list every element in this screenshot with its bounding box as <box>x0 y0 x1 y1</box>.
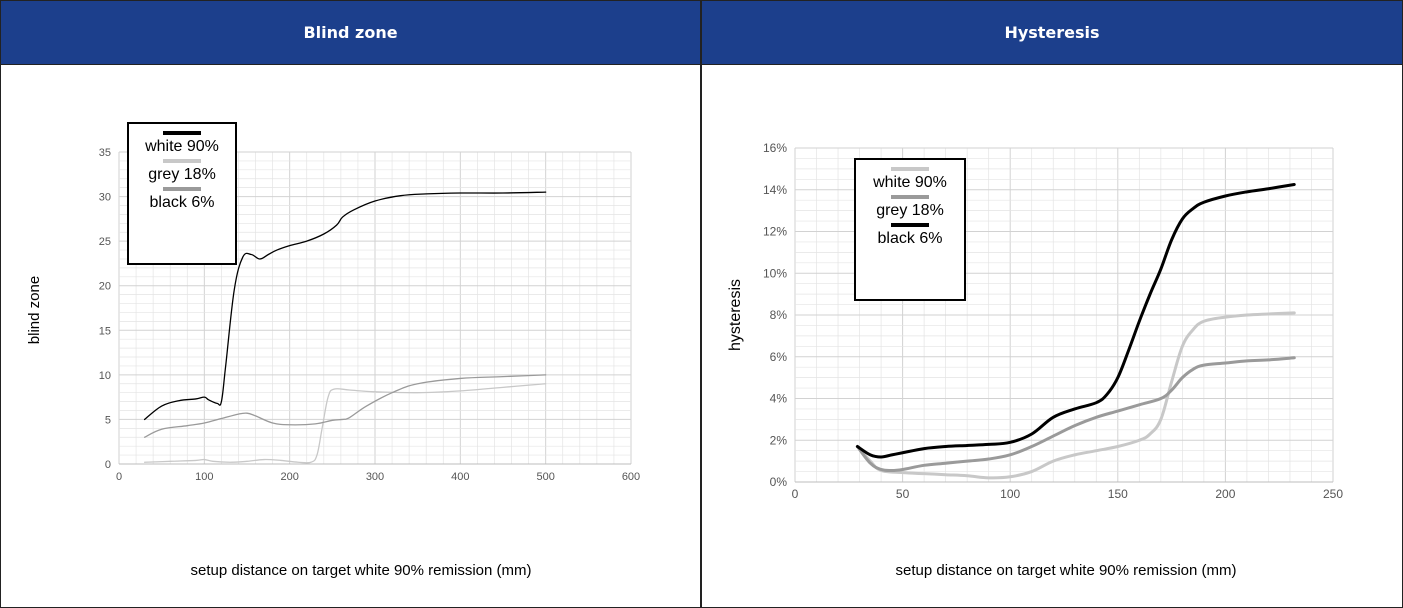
legend-label: black 6% <box>877 230 943 247</box>
y-tick-label: 35 <box>99 147 111 159</box>
hysteresis-legend: white 90% grey 18% black 6% <box>854 158 966 301</box>
x-tick-label: 500 <box>536 471 554 483</box>
x-tick-label: 300 <box>366 471 384 483</box>
legend-item: black 6% <box>149 184 215 212</box>
x-tick-label: 0 <box>792 487 799 501</box>
y-tick-label: 16% <box>763 141 787 155</box>
series-line-black-6 <box>143 374 547 438</box>
hysteresis-title: Hysteresis <box>1004 23 1100 42</box>
legend-label: grey 18% <box>148 166 216 183</box>
y-tick-label: 10 <box>99 370 111 382</box>
y-tick-label: 10% <box>763 266 787 280</box>
legend-item: black 6% <box>877 220 943 248</box>
x-tick-label: 150 <box>1108 487 1128 501</box>
legend-swatch <box>890 167 929 171</box>
x-tick-label: 200 <box>280 471 298 483</box>
series-line-black-6 <box>855 183 1296 459</box>
y-tick-label: 5 <box>105 414 111 426</box>
x-tick-label: 400 <box>451 471 469 483</box>
legend-label: white 90% <box>873 174 947 191</box>
y-tick-label: 14% <box>763 183 787 197</box>
series-line-grey-18 <box>143 383 547 464</box>
y-tick-label: 15 <box>99 325 111 337</box>
y-tick-label: 30 <box>99 192 111 204</box>
y-tick-label: 25 <box>99 236 111 248</box>
x-tick-label: 600 <box>622 471 640 483</box>
y-axis-label: hysteresis <box>727 279 744 351</box>
y-tick-label: 6% <box>770 350 788 364</box>
legend-item: grey 18% <box>148 156 216 184</box>
x-axis-label: setup distance on target white 90% remis… <box>191 562 532 579</box>
y-tick-label: 8% <box>770 308 788 322</box>
series-line-white-90 <box>143 191 547 421</box>
x-tick-label: 200 <box>1215 487 1235 501</box>
blind-zone-panel: Blind zone 0 100 200 300 400 500 600 0 5 10 15 20 25… <box>1 1 702 607</box>
blind-zone-title: Blind zone <box>303 23 398 42</box>
x-tick-label: 250 <box>1323 487 1343 501</box>
y-tick-label: 20 <box>99 281 111 293</box>
legend-item: grey 18% <box>876 192 944 220</box>
hysteresis-chart: 0 50 100 150 200 250 0% 2% 4% 6% 8% 10% 12% 14% 16% hys… <box>727 141 1343 579</box>
y-tick-label: 0 <box>105 459 111 471</box>
legend-item: white 90% <box>145 128 219 156</box>
y-tick-label: 4% <box>770 392 788 406</box>
legend-swatch <box>163 159 201 163</box>
blind-zone-header: Blind zone <box>1 1 700 65</box>
legend-label: black 6% <box>149 194 215 211</box>
series-line-grey-18 <box>855 356 1296 473</box>
legend-item: white 90% <box>873 164 947 192</box>
x-tick-label: 0 <box>116 471 122 483</box>
y-tick-label: 12% <box>763 225 787 239</box>
x-tick-label: 100 <box>1000 487 1020 501</box>
legend-swatch <box>162 131 201 135</box>
x-tick-label: 50 <box>896 487 910 501</box>
legend-label: grey 18% <box>876 202 944 219</box>
y-tick-label: 2% <box>770 433 788 447</box>
legend-swatch <box>890 223 929 227</box>
legend-label: white 90% <box>145 138 219 155</box>
blind-zone-legend: white 90% grey 18% black 6% <box>127 122 237 265</box>
series-line-white-90 <box>855 311 1296 480</box>
legend-swatch <box>162 187 201 191</box>
y-axis-label: blind zone <box>26 276 43 344</box>
legend-swatch <box>891 195 929 199</box>
blind-zone-chart: 0 100 200 300 400 500 600 0 5 10 15 20 25 30 35 blind z… <box>26 147 640 579</box>
x-tick-label: 100 <box>195 471 213 483</box>
hysteresis-panel: Hysteresis 0 50 100 150 200 250 0% 2% 4% 6% 8% 10% 1… <box>702 1 1402 607</box>
x-axis-label: setup distance on target white 90% remis… <box>896 562 1237 579</box>
hysteresis-header: Hysteresis <box>702 1 1402 65</box>
y-tick-label: 0% <box>770 475 788 489</box>
